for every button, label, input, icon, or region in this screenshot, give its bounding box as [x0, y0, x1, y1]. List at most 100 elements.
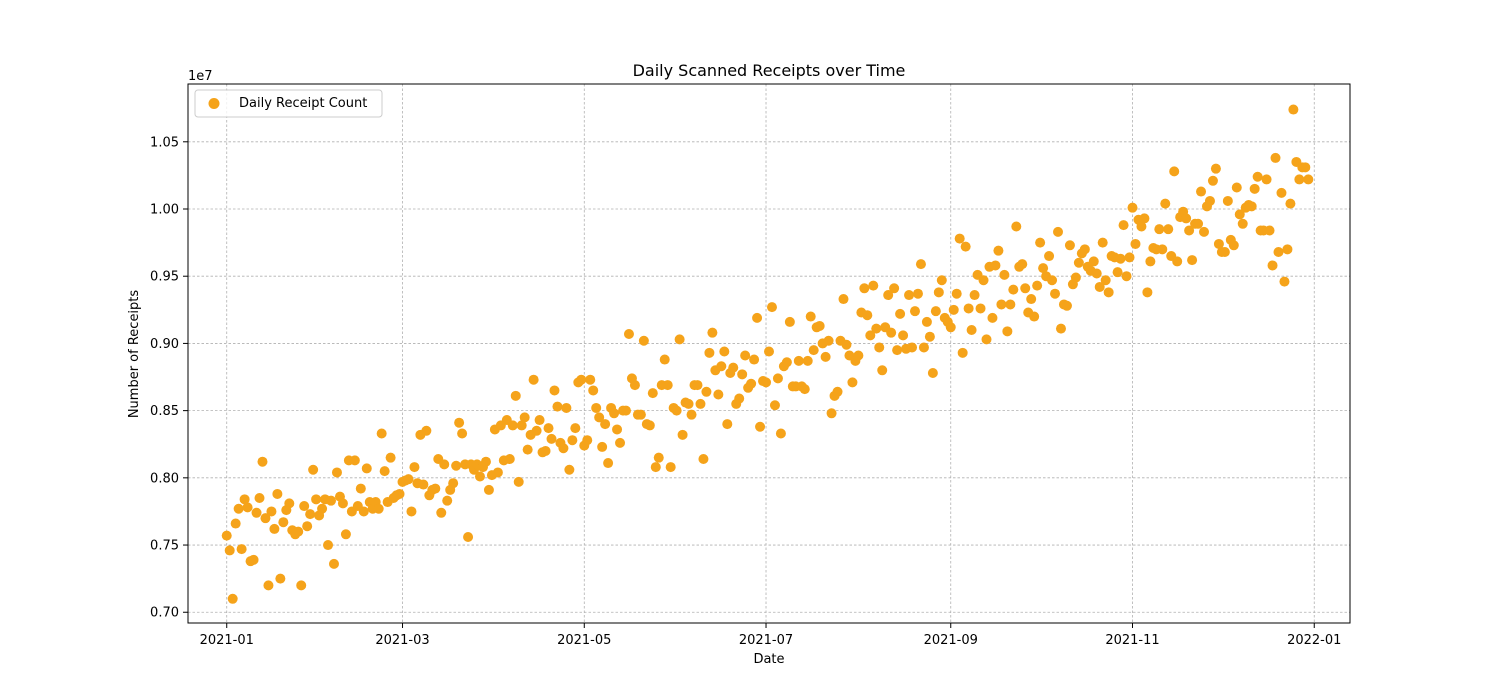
data-point: [448, 478, 459, 489]
y-tick-label: 0.75: [150, 539, 179, 554]
data-point: [311, 494, 322, 505]
data-point: [802, 355, 813, 366]
data-point: [337, 498, 348, 509]
data-point: [859, 283, 870, 294]
data-point: [1199, 226, 1210, 237]
x-tick-label: 2021-07: [739, 633, 793, 648]
y-tick-label: 1.00: [150, 203, 179, 218]
data-point: [239, 494, 250, 505]
data-point: [1002, 326, 1013, 337]
data-point: [784, 316, 795, 327]
data-point: [930, 306, 941, 317]
data-point: [600, 419, 611, 430]
data-point: [403, 474, 414, 485]
data-point: [418, 479, 429, 490]
data-point: [504, 454, 515, 465]
data-point: [1172, 256, 1183, 267]
data-point: [293, 526, 304, 537]
data-point: [1210, 163, 1221, 174]
data-point: [948, 304, 959, 315]
data-point: [564, 464, 575, 475]
data-point: [439, 459, 450, 470]
data-point: [597, 441, 608, 452]
data-point: [808, 345, 819, 356]
data-point: [430, 483, 441, 494]
data-point: [349, 455, 360, 466]
data-point: [981, 334, 992, 345]
data-point: [558, 443, 569, 454]
data-point: [1228, 240, 1239, 251]
data-point: [847, 377, 858, 388]
data-point: [1181, 213, 1192, 224]
data-point: [1050, 288, 1061, 299]
data-point: [242, 502, 253, 513]
data-point: [1303, 174, 1314, 185]
data-point: [966, 324, 977, 335]
data-point: [1017, 259, 1028, 270]
data-point: [674, 334, 685, 345]
data-point: [463, 531, 474, 542]
data-point: [871, 323, 882, 334]
data-point: [513, 476, 524, 487]
data-point: [1124, 252, 1135, 263]
axis-ticks: 2021-01 2021-03 2021-05 2021-07 2021-09 2021-…: [150, 135, 1341, 648]
data-point: [379, 466, 390, 477]
data-point: [638, 335, 649, 346]
data-point: [898, 330, 909, 341]
data-point: [978, 275, 989, 286]
data-point: [769, 400, 780, 411]
data-point: [823, 335, 834, 346]
data-point: [483, 484, 494, 495]
data-point: [1270, 152, 1281, 163]
data-point: [740, 350, 751, 361]
data-point: [1112, 267, 1123, 278]
data-point: [221, 530, 232, 541]
data-point: [734, 393, 745, 404]
data-point: [409, 462, 420, 473]
data-point: [1032, 280, 1043, 291]
y-tick-label: 0.80: [150, 471, 179, 486]
data-point: [1249, 183, 1260, 194]
data-point: [653, 452, 664, 463]
data-point: [874, 342, 885, 353]
data-point: [254, 493, 265, 503]
data-point: [1207, 175, 1218, 186]
data-point: [1282, 244, 1293, 255]
data-point: [969, 290, 980, 301]
data-point: [585, 374, 596, 385]
data-point: [713, 389, 724, 400]
data-point: [1088, 256, 1099, 267]
x-tick-label: 2021-09: [924, 633, 978, 648]
data-point: [257, 456, 268, 467]
x-tick-label: 2021-05: [557, 633, 611, 648]
data-point: [546, 433, 557, 444]
data-point: [892, 345, 903, 356]
data-point: [1038, 263, 1049, 274]
data-point: [1187, 255, 1198, 266]
data-point: [895, 308, 906, 319]
data-point: [305, 509, 316, 520]
data-point: [510, 390, 521, 401]
data-point: [612, 424, 623, 435]
data-point: [1044, 251, 1055, 262]
data-point: [1267, 260, 1278, 271]
chart-title: Daily Scanned Receipts over Time: [633, 61, 906, 80]
data-point: [764, 346, 774, 357]
y-scale-offset: 1e7: [188, 69, 213, 84]
data-point: [302, 521, 313, 532]
data-point: [1070, 272, 1081, 283]
y-tick-label: 0.95: [150, 270, 179, 285]
data-point: [552, 401, 563, 412]
data-point: [862, 310, 873, 321]
data-point: [1288, 104, 1299, 115]
data-point: [275, 573, 286, 584]
data-point: [516, 420, 527, 431]
data-point: [921, 316, 932, 327]
data-point: [746, 378, 757, 389]
data-point: [570, 423, 581, 434]
x-axis-label: Date: [753, 652, 784, 667]
data-point: [936, 275, 947, 286]
data-point: [904, 290, 915, 301]
data-point: [728, 362, 739, 373]
data-point: [323, 540, 334, 551]
